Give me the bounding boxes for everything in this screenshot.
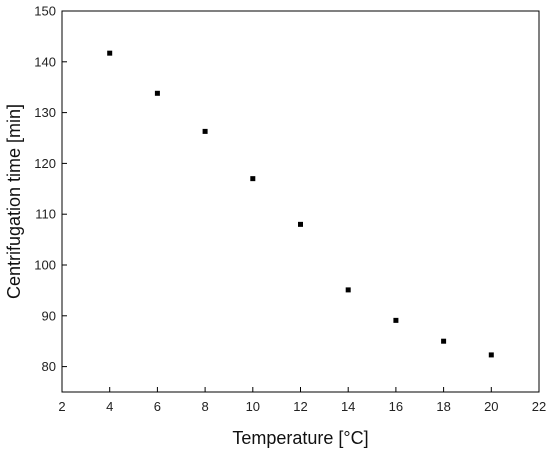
x-tick-label: 14 xyxy=(341,399,355,414)
x-tick-label: 20 xyxy=(484,399,498,414)
data-point xyxy=(107,50,113,56)
x-tick-label: 10 xyxy=(246,399,260,414)
x-axis: 2 4 6 8 10 12 14 16 18 20 22 xyxy=(58,387,546,414)
y-tick-label: 120 xyxy=(34,156,56,171)
y-tick-label: 110 xyxy=(35,207,56,222)
x-tick-label: 4 xyxy=(106,399,113,414)
x-tick-label: 8 xyxy=(201,399,208,414)
data-point xyxy=(154,90,160,96)
y-tick-label: 80 xyxy=(42,359,56,374)
y-tick-label: 130 xyxy=(34,105,56,120)
data-point xyxy=(250,176,256,182)
x-tick-label: 6 xyxy=(154,399,161,414)
y-tick-label: 100 xyxy=(34,258,56,273)
y-axis: 80 90 100 110 120 130 140 150 xyxy=(34,4,67,374)
x-tick-label: 12 xyxy=(293,399,307,414)
x-axis-label: Temperature [°C] xyxy=(232,428,368,448)
y-tick-label: 140 xyxy=(34,54,56,69)
x-tick-label: 22 xyxy=(532,399,546,414)
plot-frame xyxy=(61,10,540,393)
x-tick-label: 2 xyxy=(58,399,65,414)
y-tick-label: 90 xyxy=(42,308,56,323)
data-point xyxy=(345,287,351,293)
data-point xyxy=(202,128,208,134)
x-tick-label: 18 xyxy=(436,399,450,414)
y-axis-label: Centrifugation time [min] xyxy=(4,104,24,299)
data-point xyxy=(298,221,303,227)
data-point xyxy=(393,317,399,323)
data-point xyxy=(488,352,494,358)
data-point xyxy=(441,338,447,344)
y-tick-label: 150 xyxy=(34,4,56,19)
data-points xyxy=(107,50,494,358)
x-tick-label: 16 xyxy=(389,399,403,414)
